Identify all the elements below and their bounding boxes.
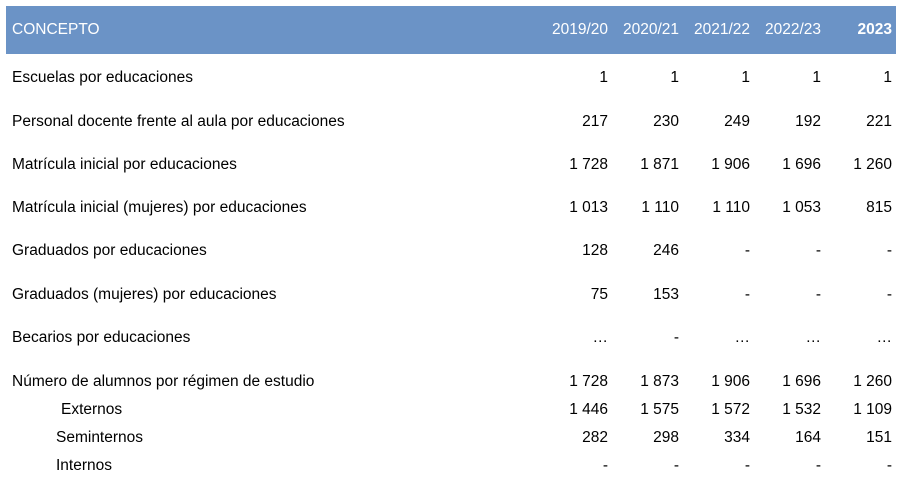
row-value: 1 260 — [853, 156, 892, 173]
row-value: 246 — [653, 242, 679, 259]
row-label: Graduados (mujeres) por educaciones — [12, 286, 277, 303]
row-value: 1 871 — [640, 156, 679, 173]
row-value: 298 — [653, 429, 679, 446]
row-label: Becarios por educaciones — [12, 329, 191, 346]
row-label: Personal docente frente al aula por educ… — [12, 113, 345, 130]
row-value: 75 — [590, 286, 608, 303]
header-year: 2019/20 — [551, 21, 608, 38]
row-label: Seminternos — [56, 429, 144, 446]
row-value: … — [876, 329, 893, 346]
row-value: - — [673, 457, 679, 474]
header-year: 2020/21 — [622, 21, 679, 38]
row-label: Matrícula inicial (mujeres) por educacio… — [12, 199, 307, 216]
header-concept: CONCEPTO — [12, 21, 100, 38]
table-row: Matrícula inicial por educaciones 1 728 … — [6, 155, 896, 175]
row-value: 1 873 — [640, 373, 679, 390]
row-value: 1 728 — [569, 373, 608, 390]
row-value: 1 696 — [782, 373, 821, 390]
header-year: 2021/22 — [693, 21, 750, 38]
row-value: 1 — [812, 69, 821, 86]
row-value: - — [673, 329, 679, 346]
row-value: 153 — [653, 286, 679, 303]
row-value: 249 — [724, 113, 750, 130]
row-value: - — [886, 457, 892, 474]
row-value: - — [815, 242, 821, 259]
row-value: 230 — [653, 113, 679, 130]
row-value: - — [602, 457, 608, 474]
header-year: 2022/23 — [764, 21, 821, 38]
row-value: - — [886, 286, 892, 303]
table-row: Becarios por educaciones … - … … … — [6, 328, 896, 348]
row-label: Externos — [61, 401, 123, 418]
row-value: 1 906 — [711, 156, 750, 173]
row-value: 221 — [866, 113, 892, 130]
row-value: - — [886, 242, 892, 259]
row-value: 1 — [883, 69, 892, 86]
row-value: … — [592, 329, 609, 346]
row-label: Internos — [56, 457, 113, 474]
table-header: CONCEPTO 2019/20 2020/21 2021/22 2022/23… — [6, 6, 896, 54]
row-value: 1 446 — [569, 401, 608, 418]
row-value: … — [734, 329, 751, 346]
row-value: 217 — [582, 113, 608, 130]
header-year-current: 2023 — [857, 21, 892, 38]
row-value: 128 — [582, 242, 608, 259]
row-value: - — [744, 242, 750, 259]
table-row-sub: Seminternos 282 298 334 164 151 — [6, 428, 896, 448]
table-row: Graduados (mujeres) por educaciones 75 1… — [6, 285, 896, 305]
table-row: Número de alumnos por régimen de estudio… — [6, 372, 896, 392]
table-row: Matrícula inicial (mujeres) por educacio… — [6, 198, 896, 218]
row-value: 1 — [741, 69, 750, 86]
row-value: 151 — [866, 429, 892, 446]
row-value: 1 110 — [641, 199, 679, 216]
row-value: 815 — [866, 199, 892, 216]
row-value: 1 696 — [782, 156, 821, 173]
table-row-sub: Externos 1 446 1 575 1 572 1 532 1 109 — [6, 400, 896, 420]
table-row-sub: Internos - - - - - — [6, 456, 896, 476]
row-value: - — [744, 457, 750, 474]
row-value: - — [815, 286, 821, 303]
row-label: Escuelas por educaciones — [12, 69, 193, 86]
row-value: 1 906 — [711, 373, 750, 390]
row-value: 1 — [599, 69, 608, 86]
statistics-table: CONCEPTO 2019/20 2020/21 2021/22 2022/23… — [6, 6, 896, 474]
row-value: 1 728 — [569, 156, 608, 173]
row-value: 1 110 — [712, 199, 750, 216]
row-value: … — [805, 329, 822, 346]
row-label: Graduados por educaciones — [12, 242, 207, 259]
row-value: 282 — [582, 429, 608, 446]
table-row: Graduados por educaciones 128 246 - - - — [6, 241, 896, 261]
row-value: 1 053 — [782, 199, 821, 216]
row-value: - — [744, 286, 750, 303]
row-value: 1 260 — [853, 373, 892, 390]
table-row: Personal docente frente al aula por educ… — [6, 112, 896, 132]
row-label: Número de alumnos por régimen de estudio — [12, 373, 315, 390]
row-value: 1 013 — [569, 199, 608, 216]
row-value: 192 — [795, 113, 821, 130]
row-label: Matrícula inicial por educaciones — [12, 156, 237, 173]
row-value: 1 109 — [853, 401, 892, 418]
row-value: 1 532 — [782, 401, 821, 418]
row-value: - — [815, 457, 821, 474]
row-value: 1 — [670, 69, 679, 86]
row-value: 1 572 — [711, 401, 750, 418]
table-row: Escuelas por educaciones 1 1 1 1 1 — [6, 68, 896, 88]
row-value: 334 — [724, 429, 750, 446]
row-value: 164 — [795, 429, 821, 446]
row-value: 1 575 — [640, 401, 679, 418]
